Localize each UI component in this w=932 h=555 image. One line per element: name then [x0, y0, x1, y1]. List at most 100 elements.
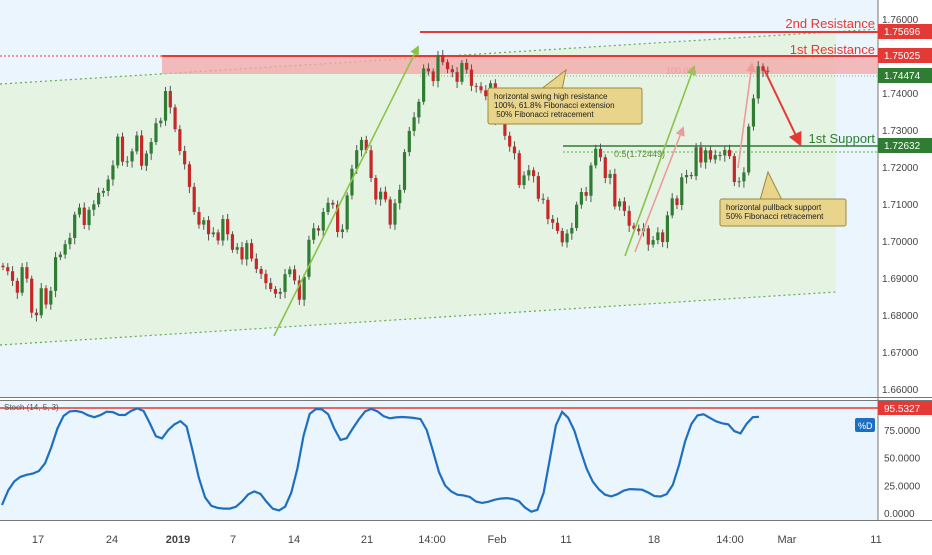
- candle-body: [756, 66, 760, 99]
- candle-body: [63, 244, 67, 255]
- candle-body: [450, 69, 454, 73]
- candle-body: [407, 131, 411, 153]
- candle-body: [326, 202, 330, 213]
- first-resistance-label: 1st Resistance: [790, 42, 875, 57]
- candle-body: [570, 227, 574, 234]
- candle-body: [575, 204, 579, 228]
- candle-body: [751, 98, 756, 127]
- candle-body: [594, 148, 598, 166]
- candle-body: [187, 164, 192, 187]
- candle-body: [39, 288, 43, 316]
- candle-body: [426, 68, 431, 72]
- candle-body: [149, 142, 153, 154]
- callout-line: horizontal pullback support: [726, 203, 822, 212]
- candle-body: [412, 117, 416, 131]
- price-tag-text: 1.75696: [884, 27, 921, 38]
- stoch-tick-label: 50.0000: [884, 454, 921, 465]
- candle-body: [116, 136, 120, 166]
- candle-body: [226, 219, 230, 235]
- candle-body: [25, 267, 29, 279]
- price-tick-label: 1.73000: [882, 126, 919, 137]
- time-tick-label: Mar: [778, 534, 797, 546]
- candle-body: [53, 257, 58, 291]
- candle-body: [422, 68, 426, 102]
- candle-body: [292, 269, 297, 281]
- candle-body: [656, 232, 660, 241]
- time-tick-label: Feb: [488, 534, 507, 546]
- second-resistance-label: 2nd Resistance: [785, 16, 875, 31]
- candle-body: [598, 148, 603, 158]
- candle-body: [135, 135, 139, 152]
- time-tick-label: 14:00: [716, 534, 744, 546]
- swing-arrow-4: [737, 62, 756, 169]
- candle-body: [579, 192, 583, 205]
- candle-body: [221, 219, 225, 241]
- candle-body: [479, 86, 483, 91]
- candle-body: [388, 199, 392, 225]
- candle-body: [713, 155, 717, 160]
- price-tick-label: 1.72000: [882, 163, 919, 174]
- candle-body: [613, 173, 617, 207]
- candle-body: [637, 228, 641, 232]
- candle-body: [321, 212, 325, 231]
- candle-body: [288, 269, 292, 275]
- candle-body: [111, 165, 115, 180]
- candle-body: [551, 219, 555, 223]
- fib-100-label: 100.0%: [666, 66, 697, 76]
- candle-body: [240, 247, 244, 260]
- stoch-d-line: [0, 407, 760, 513]
- candle-body: [522, 175, 526, 186]
- price-tag-current: 1.74474: [878, 68, 932, 83]
- price-tick-label: 1.67000: [882, 348, 919, 359]
- swing-arrow-1: [273, 45, 419, 337]
- candle-body: [125, 161, 129, 163]
- candle-body: [6, 267, 10, 272]
- candle-body: [379, 191, 383, 200]
- candle-body: [364, 139, 368, 151]
- candle-body: [541, 198, 545, 200]
- candle-body: [527, 170, 531, 176]
- candle-body: [732, 156, 736, 183]
- candle-body: [77, 207, 82, 215]
- time-tick-label: 11: [870, 534, 881, 546]
- candle-body: [508, 135, 512, 147]
- candle-body: [178, 129, 182, 151]
- candle-body: [584, 192, 588, 196]
- candle-body: [82, 207, 86, 225]
- callout-line: 100%, 61.8% Fibonacci extension: [494, 101, 615, 110]
- candle-body: [302, 276, 306, 300]
- channel-upper-line: [0, 28, 879, 85]
- candle-body: [632, 225, 636, 229]
- candle-body: [206, 220, 211, 235]
- candle-body: [230, 234, 235, 250]
- candle-body: [163, 91, 168, 121]
- fib-50-label: 0.5(1.72449): [614, 149, 665, 159]
- candle-body: [15, 280, 19, 293]
- price-tick-label: 1.70000: [882, 237, 919, 248]
- candle-body: [723, 149, 727, 156]
- candle-body: [670, 198, 674, 216]
- candle-body: [531, 170, 536, 177]
- candle-body: [742, 172, 746, 182]
- candle-body: [183, 150, 187, 165]
- candle-body: [661, 232, 665, 242]
- candle-body: [460, 62, 464, 82]
- candle-body: [512, 146, 517, 154]
- swing-arrow-3: [634, 126, 685, 253]
- candle-body: [761, 66, 765, 71]
- time-axis: 17 24 2019 7 14 21 14:00 Feb 11 18 14:00 Mar 11: [32, 534, 882, 546]
- callout-line: 50% Fibonacci retracement: [494, 110, 594, 119]
- candle-body: [684, 175, 689, 178]
- candle-body: [245, 243, 249, 260]
- candle-body: [665, 215, 670, 242]
- candle-body: [73, 214, 77, 238]
- time-tick-label: 24: [106, 534, 118, 546]
- price-tick-label: 1.71000: [882, 200, 919, 211]
- stoch-tick-label: 75.0000: [884, 426, 921, 437]
- candle-body: [211, 232, 215, 235]
- candle-body: [441, 55, 445, 63]
- candle-body: [269, 283, 273, 289]
- candle-body: [699, 147, 703, 163]
- candle-body: [49, 290, 53, 305]
- time-tick-label: 17: [32, 534, 44, 546]
